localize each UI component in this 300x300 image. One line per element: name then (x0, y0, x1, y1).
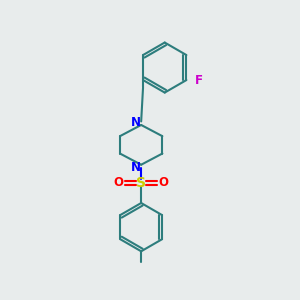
Text: F: F (195, 74, 203, 87)
Text: S: S (136, 176, 146, 190)
Text: O: O (114, 176, 124, 190)
Text: O: O (158, 176, 169, 190)
Text: N: N (131, 160, 141, 174)
Text: N: N (131, 116, 141, 129)
